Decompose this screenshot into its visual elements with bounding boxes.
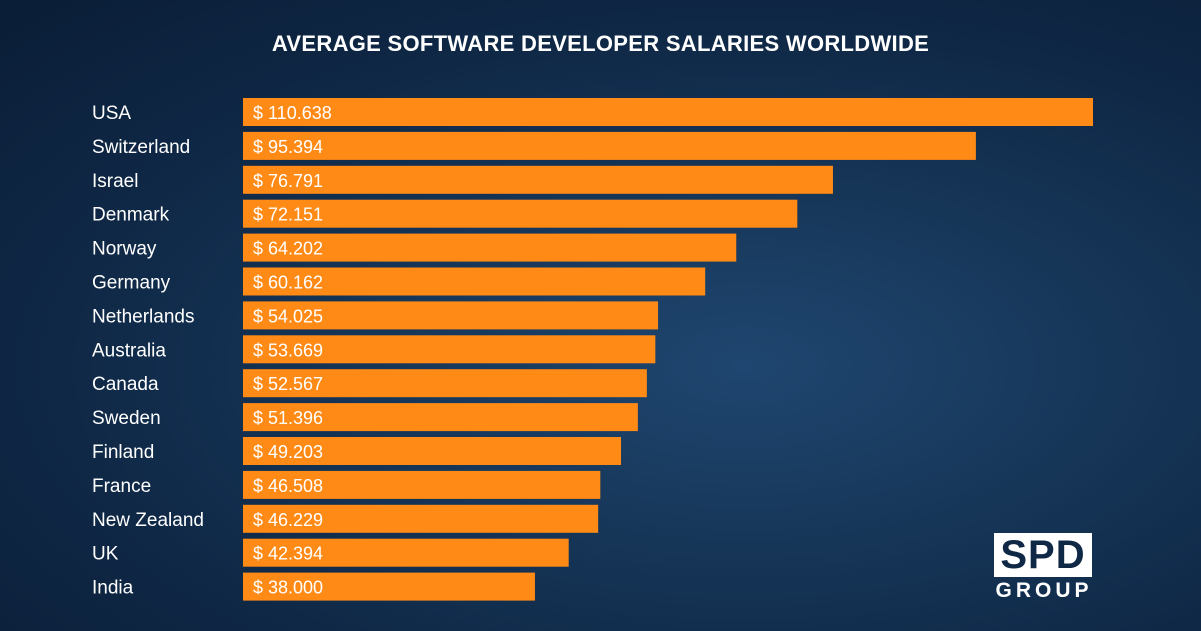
value-label: $ 38.000: [253, 578, 323, 598]
bar: [243, 301, 659, 330]
bar: [243, 572, 535, 601]
category-label: UK: [92, 544, 119, 565]
bar: [243, 437, 622, 465]
logo-sub: GROUP: [995, 579, 1093, 602]
value-label: $ 72.151: [253, 205, 323, 225]
bar: [243, 369, 647, 398]
value-label: $ 95.394: [253, 137, 323, 157]
bar: [243, 538, 569, 567]
category-label: Germany: [92, 273, 171, 294]
value-label: $ 54.025: [253, 306, 323, 326]
category-label: USA: [92, 103, 131, 124]
value-label: $ 53.669: [253, 340, 323, 360]
value-label: $ 42.394: [253, 544, 323, 564]
value-label: $ 52.567: [253, 374, 323, 394]
value-label: $ 46.508: [253, 476, 323, 496]
category-label: Canada: [92, 374, 159, 395]
category-label: Switzerland: [92, 137, 190, 158]
bar: [243, 199, 798, 228]
bar: [243, 98, 1093, 126]
bar: [243, 504, 599, 533]
value-label: $ 76.791: [253, 171, 323, 191]
spd-group-logo: SPD GROUP: [994, 533, 1094, 603]
value-label: $ 110.638: [253, 103, 332, 123]
value-label: $ 46.229: [253, 510, 323, 530]
category-label: Netherlands: [92, 306, 194, 327]
value-label: $ 64.202: [253, 239, 323, 259]
logo-main: SPD: [994, 533, 1092, 577]
bar: [243, 403, 638, 432]
category-label: Finland: [92, 442, 154, 463]
chart-title: AVERAGE SOFTWARE DEVELOPER SALARIES WORL…: [271, 31, 930, 56]
bar: [243, 267, 706, 296]
value-label: $ 60.162: [253, 273, 323, 293]
value-label: $ 51.396: [253, 408, 323, 428]
bar: [243, 131, 976, 160]
bar: [243, 165, 833, 194]
bar: [243, 335, 656, 364]
value-label: $ 49.203: [253, 442, 323, 462]
category-label: Sweden: [92, 408, 161, 429]
category-label: France: [92, 476, 151, 497]
category-label: Denmark: [92, 205, 170, 226]
category-label: Norway: [92, 239, 157, 260]
category-label: India: [92, 578, 134, 599]
bar: [243, 233, 737, 262]
category-label: Israel: [92, 171, 138, 192]
bar: [243, 470, 601, 499]
category-label: New Zealand: [92, 510, 204, 531]
bars-group: USA $ 110.638 Switzerland $ 95.394 Israel $ 7…: [92, 98, 1093, 601]
category-label: Australia: [92, 340, 166, 361]
